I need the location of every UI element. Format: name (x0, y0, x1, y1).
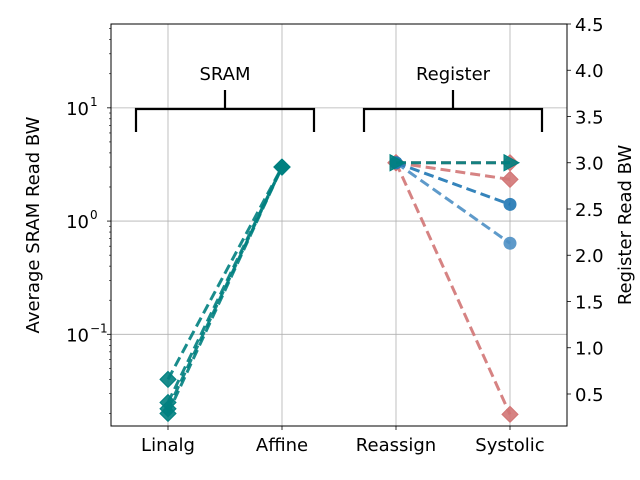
x-tick-label: Affine (256, 435, 308, 456)
triangle-marker (503, 153, 521, 172)
plot-frame (110, 23, 568, 427)
series-line (159, 158, 291, 423)
right-tick-label: 3.0 (575, 154, 604, 175)
triangle-marker (389, 153, 407, 172)
left-tick-exponent: 0 (90, 208, 98, 222)
series-path (395, 161, 511, 181)
group-label: SRAM (199, 64, 250, 85)
group-bracket (134, 90, 316, 132)
right-tick-label: 3.5 (575, 107, 604, 128)
right-tick-label: 1.0 (575, 339, 604, 360)
right-tick-label: 1.5 (575, 292, 604, 313)
x-tick-label: Linalg (141, 435, 195, 456)
right-axis: 0.5 1.0 1.5 2.0 2.5 3.0 3.5 4.0 4.5 (567, 15, 604, 406)
series-path (395, 161, 511, 245)
series-layer (159, 153, 521, 424)
diamond-marker (273, 158, 291, 176)
left-tick-label: 10 (66, 325, 89, 346)
right-axis-label: Register Read BW (615, 145, 636, 305)
left-tick-exponent: −1 (90, 321, 108, 335)
grid (111, 24, 567, 426)
diamond-marker (501, 405, 519, 424)
right-tick-label: 2.0 (575, 246, 604, 267)
left-tick-label: 10 (66, 99, 89, 120)
series-line (389, 153, 521, 172)
x-axis: Linalg Affine Reassign Systolic (141, 426, 545, 456)
series-path (395, 161, 511, 206)
diamond-marker (159, 370, 177, 389)
series-path (166, 166, 284, 415)
right-tick-label: 4.0 (575, 61, 604, 82)
x-tick-label: Reassign (356, 435, 436, 456)
right-tick-label: 0.5 (575, 385, 604, 406)
group-bracket (362, 90, 544, 132)
series-path (166, 166, 284, 381)
group-brackets: SRAM Register (134, 64, 544, 132)
x-tick-label: Systolic (475, 435, 544, 456)
diamond-marker (159, 404, 177, 423)
left-tick-label: 10 (66, 212, 89, 233)
circle-marker (503, 236, 517, 250)
circle-marker (503, 197, 517, 211)
group-label: Register (416, 64, 491, 85)
diamond-marker (501, 170, 519, 189)
right-tick-label: 2.5 (575, 200, 604, 221)
right-tick-label: 4.5 (575, 15, 604, 36)
series-path (394, 162, 512, 415)
left-axis-label: Average SRAM Read BW (23, 116, 44, 333)
left-tick-exponent: 1 (90, 95, 98, 109)
